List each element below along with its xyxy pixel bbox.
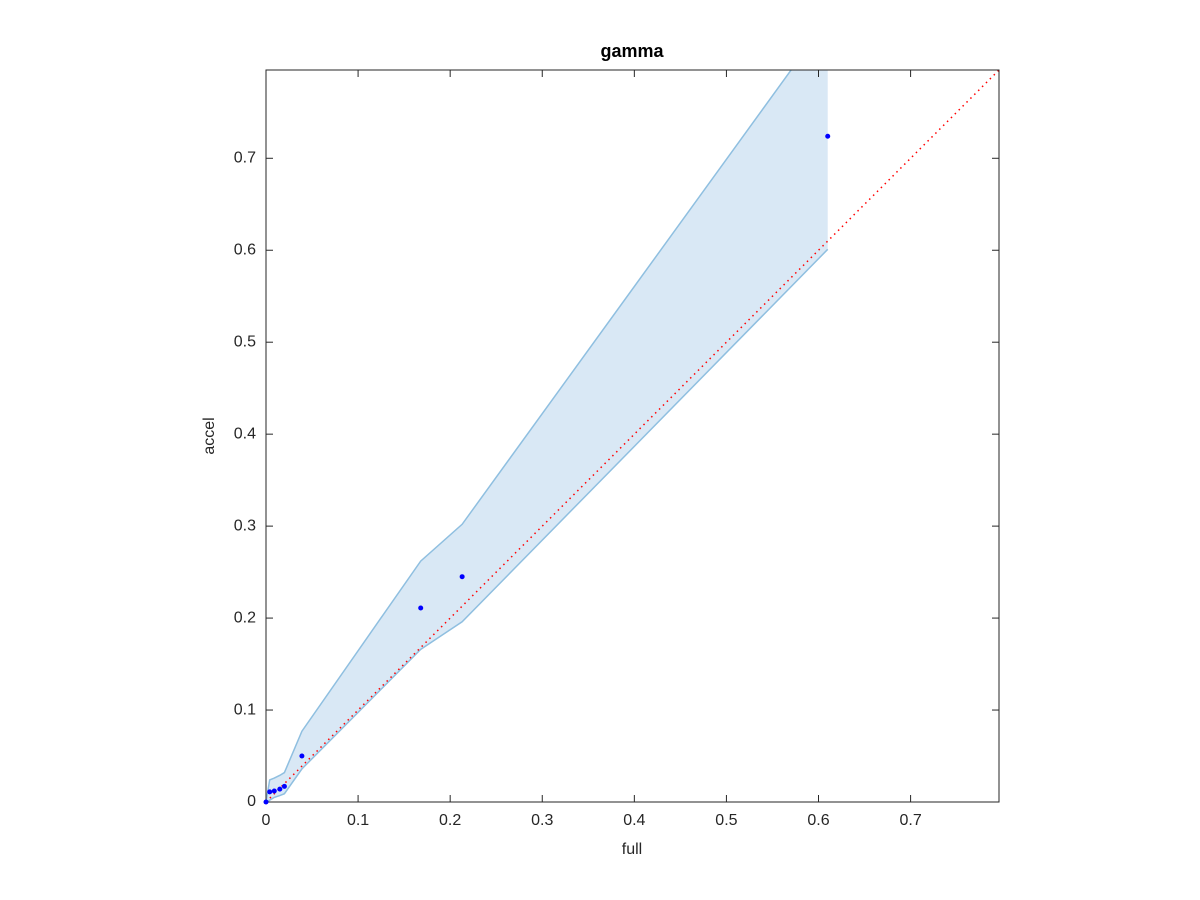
- x-tick-label: 0.5: [715, 812, 737, 829]
- x-tick-label: 0.3: [531, 812, 553, 829]
- band-fill: [266, 70, 828, 802]
- x-tick-label: 0: [262, 812, 271, 829]
- chart-title: gamma: [600, 41, 664, 61]
- y-tick-label: 0.5: [234, 333, 256, 350]
- point: [299, 753, 305, 759]
- x-tick-label: 0.6: [807, 812, 829, 829]
- reference-line: [266, 70, 999, 802]
- y-tick-label: 0.4: [234, 425, 256, 442]
- band-upper: [266, 70, 793, 802]
- axes-box: [265, 69, 1000, 803]
- y-tick-label: 0.3: [234, 517, 256, 534]
- x-tick-label: 0.7: [899, 812, 921, 829]
- point: [263, 799, 269, 805]
- point: [267, 789, 273, 795]
- y-tick-label: 0: [247, 793, 256, 810]
- point: [271, 788, 277, 794]
- x-axis-label: full: [622, 841, 642, 858]
- point: [281, 783, 287, 789]
- y-tick-label: 0.6: [234, 241, 256, 258]
- x-tick-label: 0.2: [439, 812, 461, 829]
- y-tick-label: 0.7: [234, 150, 256, 167]
- y-tick-label: 0.2: [234, 609, 256, 626]
- band-lower: [266, 248, 829, 802]
- plot-area: [266, 70, 999, 802]
- point: [418, 605, 424, 611]
- point: [277, 786, 283, 792]
- y-tick-label: 0.1: [234, 701, 256, 718]
- point: [459, 574, 465, 580]
- x-tick-label: 0.4: [623, 812, 645, 829]
- y-axis-label: accel: [201, 417, 218, 454]
- x-tick-label: 0.1: [347, 812, 369, 829]
- point: [825, 133, 831, 139]
